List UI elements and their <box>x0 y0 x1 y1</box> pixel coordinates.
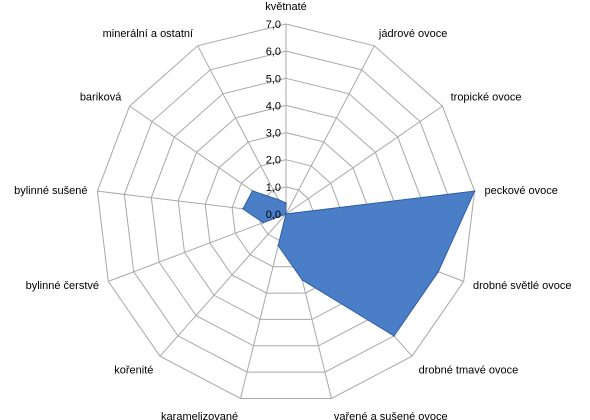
category-labels: květnaté jádrové ovoce tropické ovoce pecko… <box>14 1 571 420</box>
spoke-1 <box>285 45 375 215</box>
data-point-5 <box>393 335 395 337</box>
data-point-6 <box>301 279 304 281</box>
data-point-9 <box>262 221 265 224</box>
tick-label: 6,0 <box>266 46 281 58</box>
data-point-11 <box>251 190 254 192</box>
grid-ring-3 <box>204 132 368 294</box>
tick-label: 1,0 <box>266 182 281 194</box>
data-point-7 <box>277 244 280 247</box>
category-label: bylinné čerstvé <box>26 280 99 292</box>
category-label: drobné světlé ovoce <box>473 280 571 292</box>
spoke-8 <box>159 213 287 357</box>
grid-ring-2 <box>231 159 341 268</box>
data-point-0 <box>285 202 287 204</box>
category-label: bylinné sušené <box>14 185 87 197</box>
data-point-3 <box>473 190 476 192</box>
category-label: karamelizované <box>161 411 238 420</box>
category-label: drobné tmavé ovoce <box>419 365 519 377</box>
radar-series <box>242 190 476 337</box>
category-label: jádrové ovoce <box>378 28 448 40</box>
category-label: minerální a ostatní <box>103 28 194 40</box>
data-point-12 <box>277 198 280 201</box>
tick-label: 4,0 <box>266 100 281 112</box>
data-point-10 <box>242 208 244 210</box>
tick-label: 5,0 <box>266 73 281 85</box>
grid-ring-4 <box>177 104 395 320</box>
category-label: kořenité <box>114 365 153 377</box>
spoke-12 <box>197 45 287 215</box>
tick-label: 3,0 <box>266 128 281 140</box>
category-label: peckové ovoce <box>485 185 558 197</box>
category-label: květnaté <box>265 1 307 13</box>
data-point-8 <box>285 213 287 215</box>
category-label: vařené a sušené ovoce <box>334 411 448 420</box>
tick-label: 0,0 <box>266 209 281 221</box>
spoke-9 <box>108 213 287 282</box>
data-point-4 <box>437 270 440 273</box>
grid-ring-6 <box>123 50 449 373</box>
category-label: bariková <box>80 91 122 103</box>
tick-label: 7,0 <box>266 19 281 31</box>
category-label: tropické ovoce <box>451 91 522 103</box>
tick-label: 2,0 <box>266 155 281 167</box>
grid-ring-5 <box>150 77 422 347</box>
spoke-2 <box>285 105 443 215</box>
grid-ring-7 <box>96 23 476 399</box>
radial-axis-ticks: 0,0 1,0 2,0 3,0 4,0 5,0 6,0 7,0 <box>266 19 281 221</box>
